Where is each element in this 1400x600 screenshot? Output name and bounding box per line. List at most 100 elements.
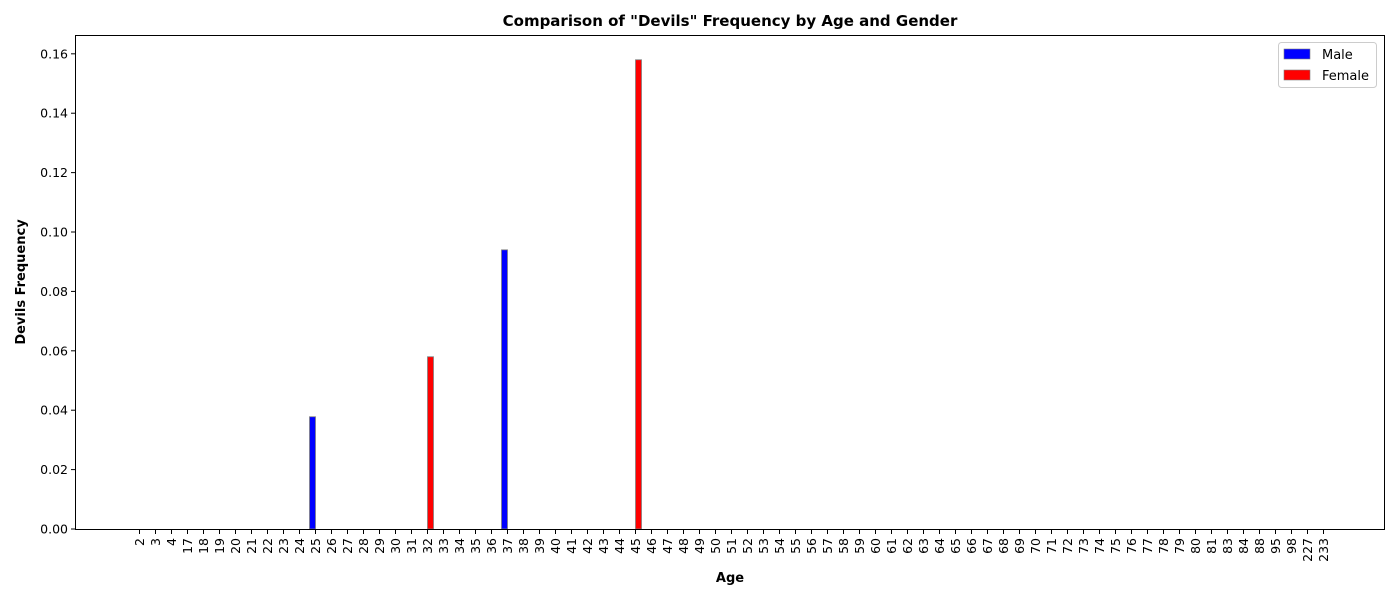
x-tick-label: 38 — [516, 538, 531, 554]
x-tick-label: 71 — [1044, 538, 1059, 554]
x-tick-label: 80 — [1188, 538, 1203, 554]
x-tick-label: 57 — [820, 538, 835, 554]
x-tick-label: 24 — [292, 538, 307, 554]
y-tick-label: 0.14 — [40, 106, 68, 121]
x-tick-label: 67 — [980, 538, 995, 554]
bars-group — [309, 59, 642, 530]
x-tick-label: 49 — [692, 538, 707, 554]
y-axis: 0.00 0.02 0.04 0.06 0.08 0.10 0.12 0.14 0.16 — [40, 46, 76, 537]
x-tick-label: 4 — [164, 538, 179, 546]
x-tick-label: 2 — [132, 538, 147, 546]
x-axis: 2 3 4 17 18 19 20 21 22 23 24 25 26 27 28 29 30 31 32 33 34 3… — [132, 529, 1331, 562]
x-tick-label: 40 — [548, 538, 563, 554]
x-tick-label: 51 — [724, 538, 739, 554]
x-tick-label: 54 — [772, 538, 787, 554]
x-tick-label: 22 — [260, 538, 275, 554]
x-tick-label: 36 — [484, 538, 499, 554]
legend-swatch-male — [1283, 48, 1311, 60]
x-tick-label: 63 — [916, 538, 931, 554]
x-tick-label: 30 — [388, 538, 403, 554]
x-tick-label: 18 — [196, 538, 211, 554]
x-tick-label: 52 — [740, 538, 755, 554]
x-tick-label: 79 — [1172, 538, 1187, 554]
x-tick-label: 25 — [308, 538, 323, 554]
x-tick-label: 44 — [612, 538, 627, 554]
x-tick-label: 31 — [404, 538, 419, 554]
x-tick-label: 69 — [1012, 538, 1027, 554]
x-tick-label: 70 — [1028, 538, 1043, 554]
y-tick-label: 0.10 — [40, 225, 68, 240]
x-tick-label: 66 — [964, 538, 979, 554]
x-tick-label: 60 — [868, 538, 883, 554]
x-tick-label: 233 — [1316, 538, 1331, 562]
x-tick-label: 33 — [436, 538, 451, 554]
x-axis-title: Age — [716, 571, 744, 586]
x-tick-label: 88 — [1252, 538, 1267, 554]
x-tick-label: 95 — [1268, 538, 1283, 554]
x-tick-label: 34 — [452, 538, 467, 554]
y-tick-label: 0.16 — [40, 46, 68, 61]
legend-swatch-female — [1283, 69, 1311, 81]
x-tick-label: 29 — [372, 538, 387, 554]
x-tick-label: 68 — [996, 538, 1011, 554]
bar-male-37 — [501, 249, 508, 530]
x-tick-label: 98 — [1284, 538, 1299, 554]
x-tick-label: 72 — [1060, 538, 1075, 554]
x-tick-label: 46 — [644, 538, 659, 554]
x-tick-label: 61 — [884, 538, 899, 554]
x-tick-label: 74 — [1092, 538, 1107, 554]
x-tick-label: 27 — [340, 538, 355, 554]
x-tick-label: 55 — [788, 538, 803, 554]
x-tick-label: 81 — [1204, 538, 1219, 554]
x-tick-label: 83 — [1220, 538, 1235, 554]
x-tick-label: 35 — [468, 538, 483, 554]
legend: Male Female — [1278, 42, 1377, 88]
x-tick-label: 65 — [948, 538, 963, 554]
x-tick-label: 50 — [708, 538, 723, 554]
x-tick-label: 53 — [756, 538, 771, 554]
y-tick-label: 0.02 — [40, 462, 68, 477]
x-tick-label: 47 — [660, 538, 675, 554]
x-tick-label: 42 — [580, 538, 595, 554]
x-tick-label: 39 — [532, 538, 547, 554]
x-tick-label: 64 — [932, 538, 947, 554]
y-tick-label: 0.06 — [40, 343, 68, 358]
plot-frame — [75, 35, 1385, 530]
y-tick-label: 0.12 — [40, 165, 68, 180]
x-tick-label: 41 — [564, 538, 579, 554]
x-tick-label: 26 — [324, 538, 339, 554]
x-tick-label: 17 — [180, 538, 195, 554]
x-tick-label: 59 — [852, 538, 867, 554]
y-tick-label: 0.00 — [40, 522, 68, 537]
x-tick-label: 23 — [276, 538, 291, 554]
x-tick-label: 28 — [356, 538, 371, 554]
x-tick-label: 56 — [804, 538, 819, 554]
x-tick-label: 84 — [1236, 538, 1251, 554]
x-tick-label: 78 — [1156, 538, 1171, 554]
bar-male-25 — [309, 416, 316, 530]
x-tick-label: 45 — [628, 538, 643, 554]
x-tick-label: 227 — [1300, 538, 1315, 562]
bar-female-32 — [427, 356, 434, 530]
x-tick-label: 62 — [900, 538, 915, 554]
legend-label-female: Female — [1322, 69, 1369, 84]
x-tick-label: 32 — [420, 538, 435, 554]
y-tick-label: 0.04 — [40, 403, 68, 418]
x-tick-label: 20 — [228, 538, 243, 554]
x-tick-label: 21 — [244, 538, 259, 554]
x-tick-label: 58 — [836, 538, 851, 554]
x-tick-label: 3 — [148, 538, 163, 546]
legend-label-male: Male — [1322, 48, 1353, 63]
x-tick-label: 73 — [1076, 538, 1091, 554]
x-tick-label: 76 — [1124, 538, 1139, 554]
y-tick-label: 0.08 — [40, 284, 68, 299]
y-axis-title: Devils Frequency — [14, 219, 29, 345]
x-tick-label: 77 — [1140, 538, 1155, 554]
x-tick-label: 19 — [212, 538, 227, 554]
chart-title: Comparison of "Devils" Frequency by Age … — [503, 12, 958, 30]
x-tick-label: 37 — [500, 538, 515, 554]
x-tick-label: 48 — [676, 538, 691, 554]
bar-female-45 — [635, 59, 642, 530]
x-tick-label: 43 — [596, 538, 611, 554]
